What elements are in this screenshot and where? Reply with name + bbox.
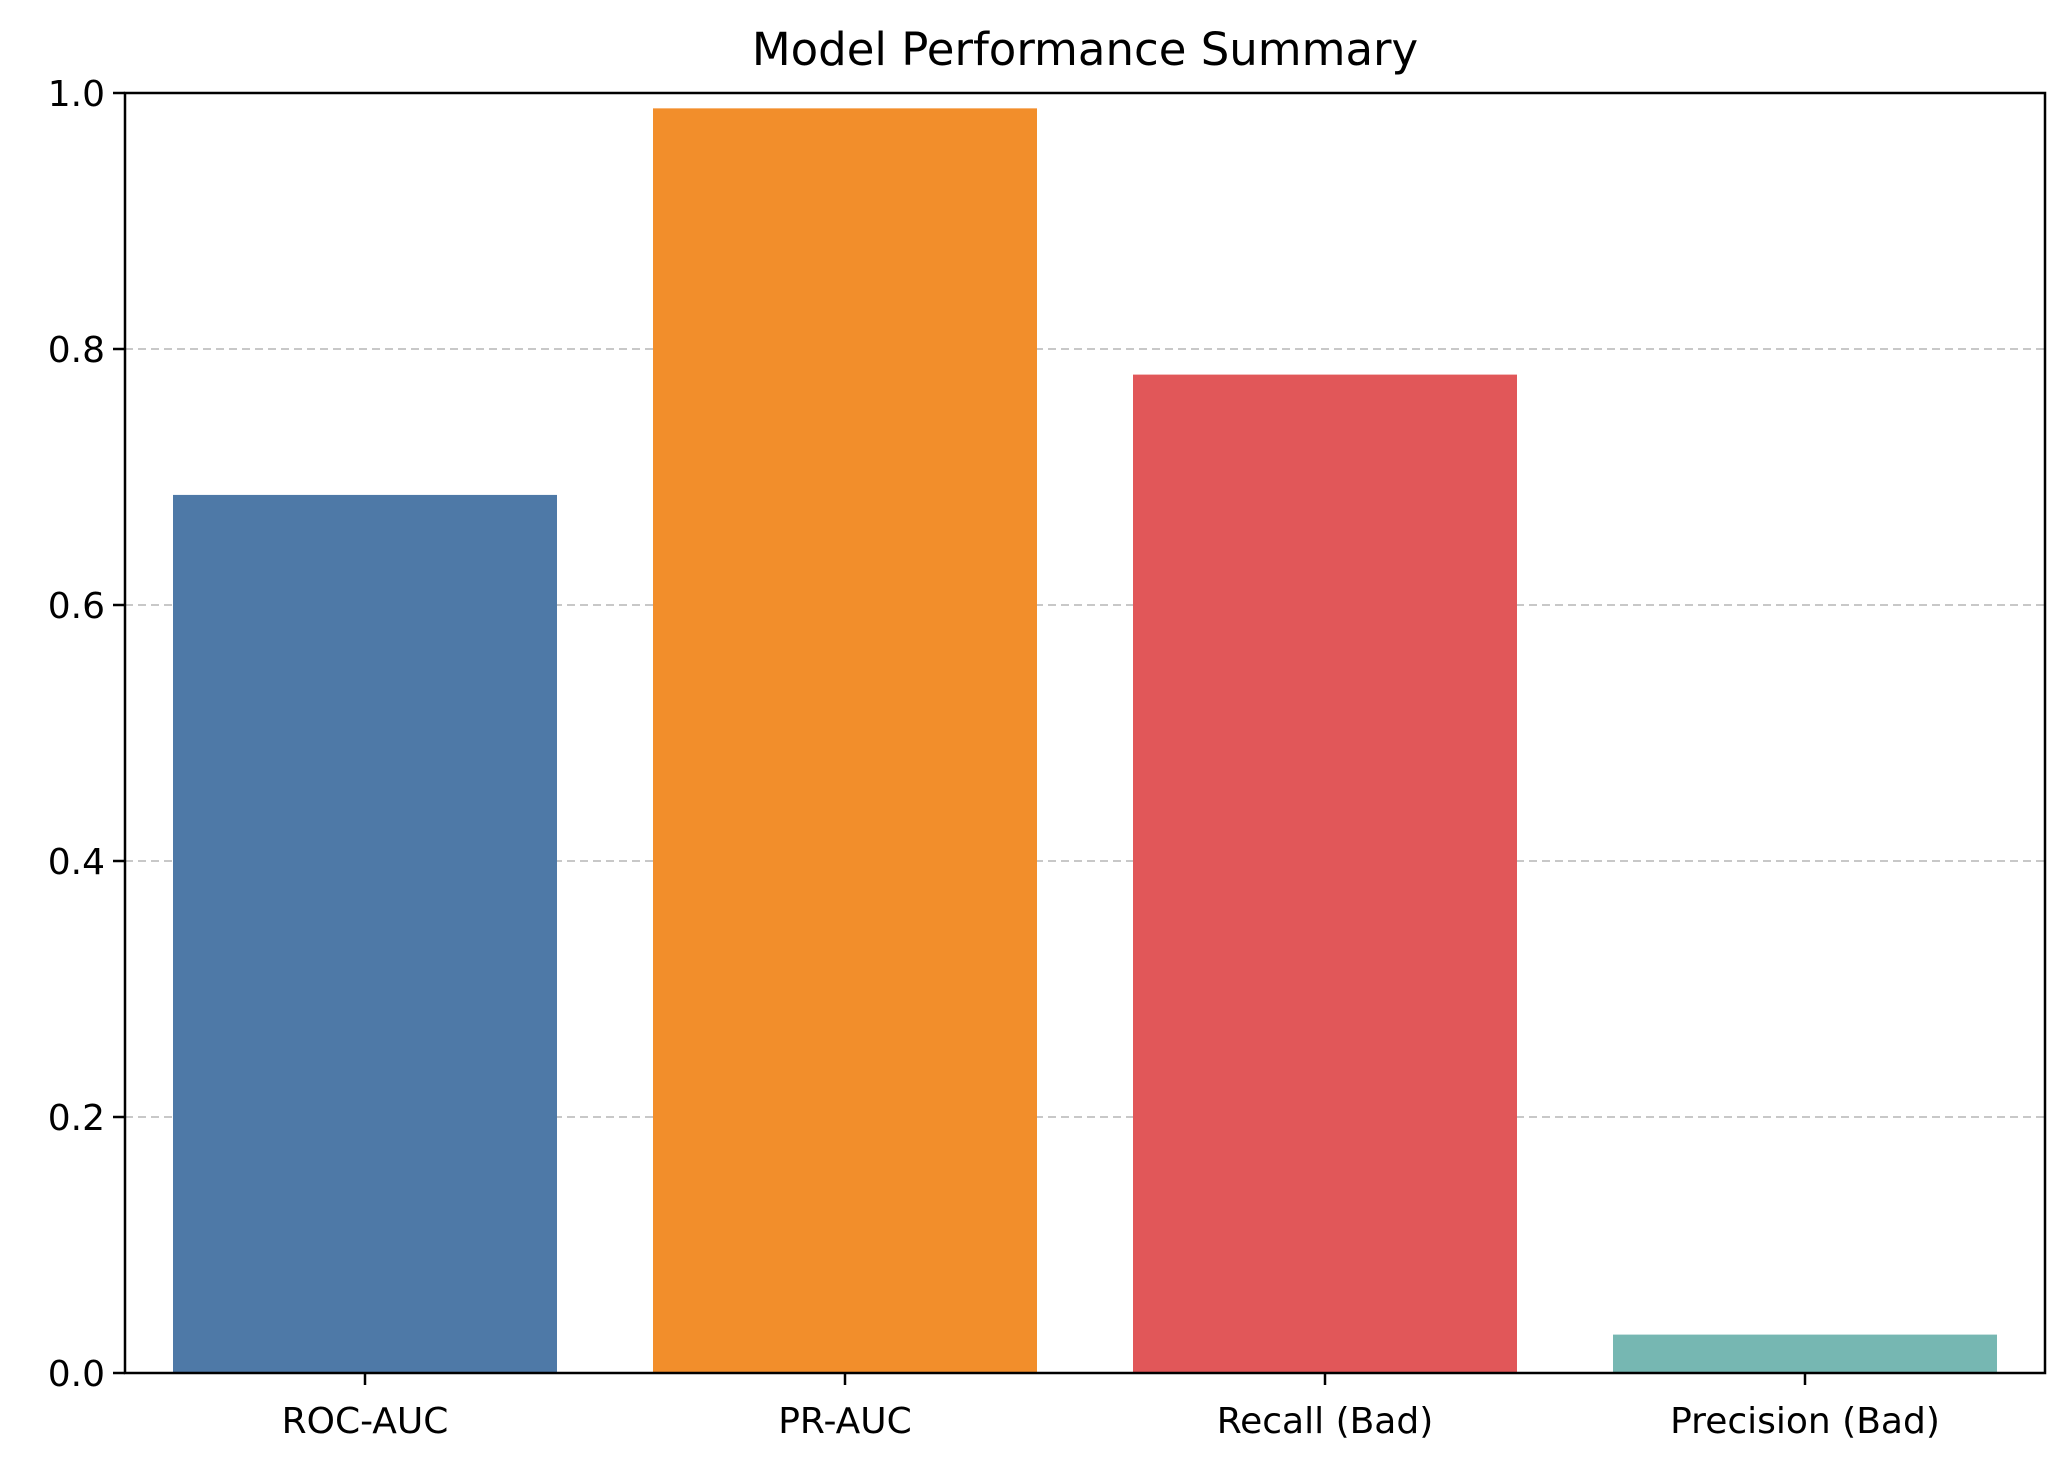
bar-2 [1133, 374, 1517, 1374]
x-tick-label-3: Precision (Bad) [1670, 1401, 1940, 1442]
y-tick-label-0: 0.0 [48, 1354, 105, 1395]
bar-1 [653, 108, 1037, 1374]
chart-title: Model Performance Summary [752, 23, 1418, 76]
y-tick-label-3: 0.6 [48, 586, 105, 627]
y-axis: 0.0 0.2 0.4 0.6 0.8 1.0 [48, 74, 125, 1395]
x-tick-label-2: Recall (Bad) [1217, 1401, 1434, 1442]
plot-frame [123, 91, 2047, 1375]
bars [173, 108, 1997, 1374]
x-tick-label-0: ROC-AUC [282, 1401, 449, 1442]
y-tick-label-5: 1.0 [48, 74, 105, 115]
bar-0 [173, 494, 557, 1373]
y-tick-label-1: 0.2 [48, 1098, 105, 1139]
bar-3 [1613, 1334, 1997, 1373]
y-tick-label-2: 0.4 [48, 842, 105, 883]
x-axis: ROC-AUC PR-AUC Recall (Bad) Precision (Bad) [282, 1373, 1940, 1442]
y-tick-label-4: 0.8 [48, 330, 105, 371]
x-tick-label-1: PR-AUC [778, 1401, 912, 1442]
